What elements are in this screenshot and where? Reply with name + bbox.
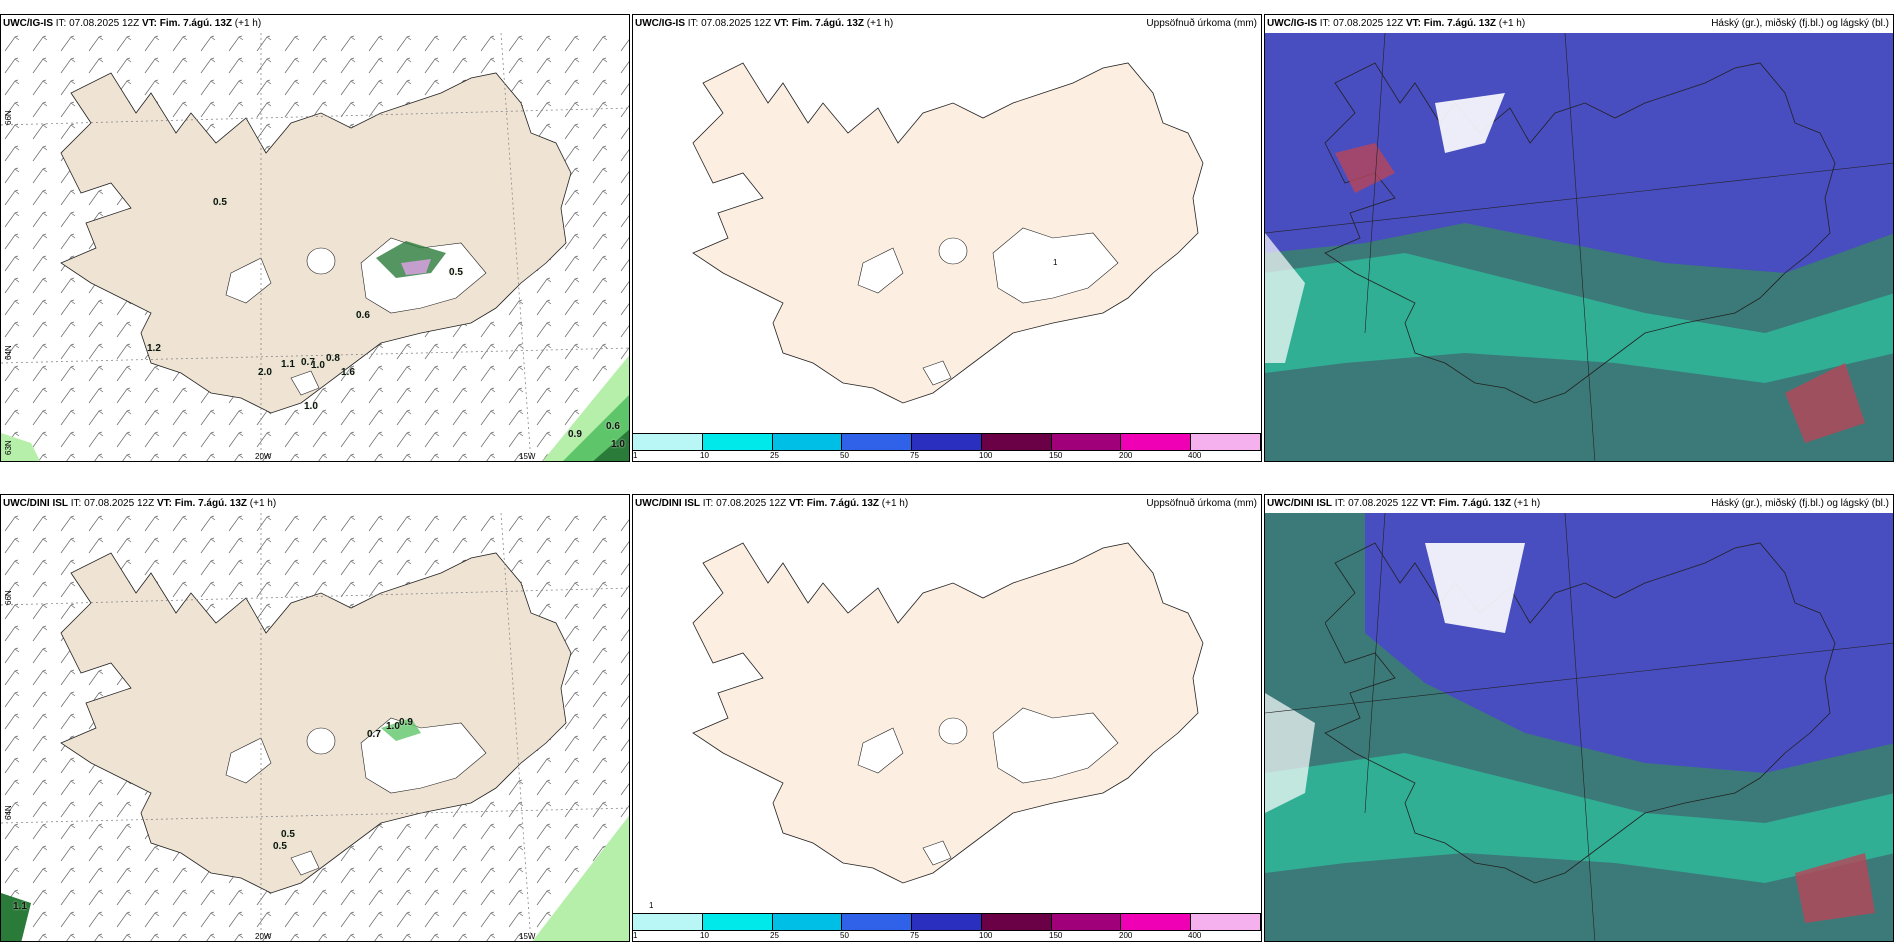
lat-label: 64N bbox=[4, 805, 13, 820]
precip-value: 0.5 bbox=[281, 829, 295, 840]
colorbar-tick: 100 bbox=[979, 451, 993, 460]
lat-label: 64N bbox=[4, 345, 13, 360]
colorbar-swatch bbox=[912, 914, 982, 930]
cloud-map-top bbox=[1265, 33, 1893, 461]
cloud-map-bottom bbox=[1265, 513, 1893, 941]
header-top-middle: UWC/IG-IS IT: 07.08.2025 12Z VT: Fim. 7.… bbox=[635, 18, 894, 29]
precip-value: 1.0 bbox=[304, 401, 318, 412]
colorbar-tick: 200 bbox=[1119, 931, 1133, 940]
precip-map-bottom bbox=[692, 542, 1204, 884]
panel-top-left: UWC/IG-IS IT: 07.08.2025 12Z VT: Fim. 7.… bbox=[0, 14, 630, 462]
header-top-left: UWC/IG-IS IT: 07.08.2025 12Z VT: Fim. 7.… bbox=[3, 18, 262, 29]
precip-value: 1.0 bbox=[611, 439, 625, 450]
header-bottom-left: UWC/DINI ISL IT: 07.08.2025 12Z VT: Fim.… bbox=[3, 498, 277, 509]
colorbar-tick: 75 bbox=[910, 451, 919, 460]
colorbar-swatch bbox=[981, 914, 1052, 930]
header-top-right: UWC/IG-IS IT: 07.08.2025 12Z VT: Fim. 7.… bbox=[1267, 18, 1526, 29]
precip-value: 0.9 bbox=[399, 717, 413, 728]
colorbar-swatch bbox=[1121, 914, 1192, 930]
colorbar-swatch bbox=[1191, 434, 1261, 450]
colorbar-labels: 1 10 25 50 75 100 150 200 400 bbox=[633, 931, 1261, 941]
colorbar-tick: 200 bbox=[1119, 451, 1133, 460]
precip-value: 0.5 bbox=[213, 197, 227, 208]
lon-label: 15W bbox=[519, 452, 536, 461]
panel-bottom-left: UWC/DINI ISL IT: 07.08.2025 12Z VT: Fim.… bbox=[0, 494, 630, 942]
precip-value: 0.6 bbox=[606, 421, 620, 432]
panel-bottom-right: UWC/DINI ISL IT: 07.08.2025 12Z VT: Fim.… bbox=[1264, 494, 1894, 942]
precip-mark: 1 bbox=[1053, 258, 1058, 267]
lat-label: 63N bbox=[4, 440, 13, 455]
precip-value: 0.9 bbox=[568, 429, 582, 440]
wind-map-bottom bbox=[1, 513, 629, 941]
precip-title: Uppsöfnuð úrkoma (mm) bbox=[1146, 498, 1257, 509]
colorbar-tick: 10 bbox=[700, 451, 709, 460]
panel-bottom-middle: UWC/DINI ISL IT: 07.08.2025 12Z VT: Fim.… bbox=[632, 494, 1262, 942]
precip-value: 1.0 bbox=[311, 360, 325, 371]
colorbar-swatch bbox=[1051, 434, 1122, 450]
precip-value: 0.6 bbox=[356, 310, 370, 321]
colorbar-tick: 400 bbox=[1188, 931, 1202, 940]
precip-value: 0.7 bbox=[367, 729, 381, 740]
precip-value: 0.5 bbox=[273, 841, 287, 852]
wind-map-top bbox=[1, 33, 629, 461]
colorbar-swatch bbox=[981, 434, 1052, 450]
precip-value: 0.7 bbox=[301, 357, 315, 368]
cloud-title: Háský (gr.), miðský (fj.bl.) og lágský (… bbox=[1711, 498, 1889, 509]
precip-value: 1.1 bbox=[13, 901, 27, 912]
colorbar bbox=[633, 433, 1261, 451]
colorbar bbox=[633, 913, 1261, 931]
precip-value: 0.5 bbox=[449, 267, 463, 278]
colorbar-tick: 1 bbox=[633, 931, 638, 940]
precip-value: 1.2 bbox=[147, 343, 161, 354]
precip-value: 2.0 bbox=[258, 367, 272, 378]
colorbar-swatch bbox=[702, 914, 773, 930]
cloud-title: Háský (gr.), miðský (fj.bl.) og lágský (… bbox=[1711, 18, 1889, 29]
colorbar-labels: 1 10 25 50 75 100 150 200 400 bbox=[633, 451, 1261, 461]
precip-value: 1.0 bbox=[386, 721, 400, 732]
precip-title: Uppsöfnuð úrkoma (mm) bbox=[1146, 18, 1257, 29]
colorbar-swatch bbox=[842, 434, 913, 450]
header-bottom-middle: UWC/DINI ISL IT: 07.08.2025 12Z VT: Fim.… bbox=[635, 498, 909, 509]
colorbar-swatch bbox=[842, 914, 913, 930]
colorbar-tick: 1 bbox=[633, 451, 638, 460]
lon-label: 15W bbox=[519, 932, 536, 941]
panel-top-right: UWC/IG-IS IT: 07.08.2025 12Z VT: Fim. 7.… bbox=[1264, 14, 1894, 462]
colorbar-swatch bbox=[633, 914, 703, 930]
lat-label: 66N bbox=[4, 590, 13, 605]
colorbar-swatch bbox=[772, 434, 843, 450]
colorbar-tick: 75 bbox=[910, 931, 919, 940]
lat-label: 66N bbox=[4, 110, 13, 125]
colorbar-tick: 150 bbox=[1049, 931, 1063, 940]
colorbar-swatch bbox=[1121, 434, 1192, 450]
colorbar-swatch bbox=[1051, 914, 1122, 930]
precip-value: 1.6 bbox=[341, 367, 355, 378]
colorbar-tick: 10 bbox=[700, 931, 709, 940]
colorbar-tick: 50 bbox=[840, 931, 849, 940]
lon-label: 20W bbox=[255, 932, 272, 941]
precip-mark: 1 bbox=[649, 901, 654, 910]
colorbar-swatch bbox=[633, 434, 703, 450]
colorbar-tick: 25 bbox=[770, 451, 779, 460]
colorbar-tick: 400 bbox=[1188, 451, 1202, 460]
colorbar-tick: 100 bbox=[979, 931, 993, 940]
precip-value: 1.1 bbox=[281, 359, 295, 370]
header-bottom-right: UWC/DINI ISL IT: 07.08.2025 12Z VT: Fim.… bbox=[1267, 498, 1541, 509]
panel-top-middle: UWC/IG-IS IT: 07.08.2025 12Z VT: Fim. 7.… bbox=[632, 14, 1262, 462]
lon-label: 20W bbox=[255, 452, 272, 461]
colorbar-swatch bbox=[912, 434, 982, 450]
colorbar-swatch bbox=[772, 914, 843, 930]
colorbar-tick: 25 bbox=[770, 931, 779, 940]
colorbar-tick: 150 bbox=[1049, 451, 1063, 460]
colorbar-tick: 50 bbox=[840, 451, 849, 460]
precip-map-top bbox=[692, 62, 1204, 404]
colorbar-swatch bbox=[702, 434, 773, 450]
colorbar-swatch bbox=[1191, 914, 1261, 930]
precip-value: 0.8 bbox=[326, 353, 340, 364]
